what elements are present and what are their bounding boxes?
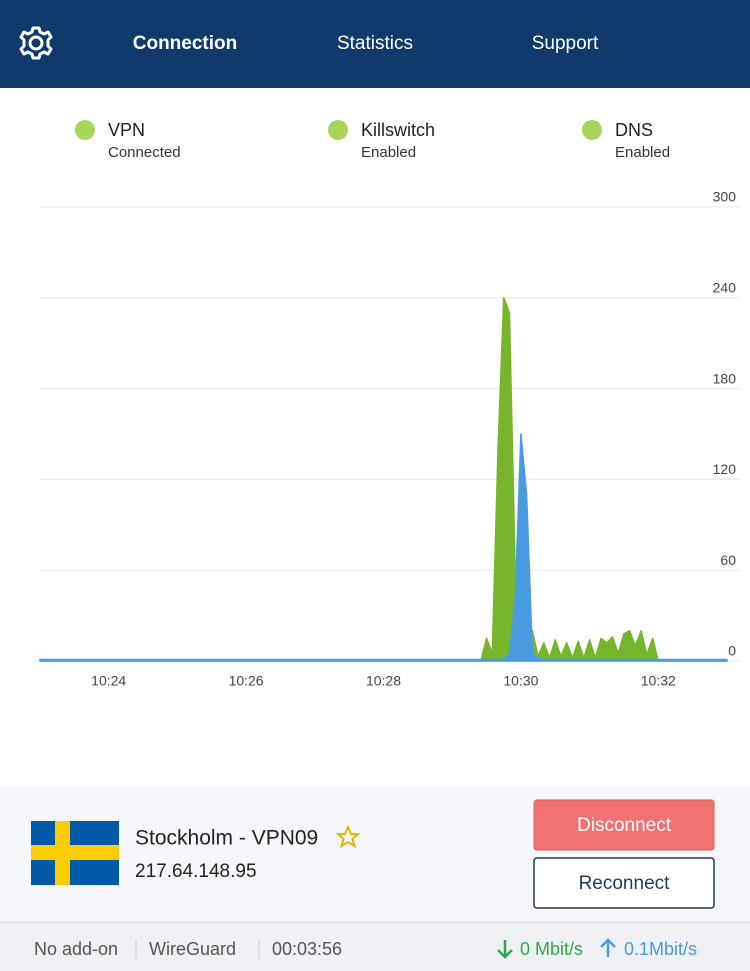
header-bar bbox=[0, 0, 750, 88]
status-label: DNS bbox=[615, 120, 653, 140]
x-tick-label: 10:26 bbox=[229, 673, 264, 689]
status-state: Enabled bbox=[361, 144, 416, 161]
disconnect-button[interactable] bbox=[533, 799, 715, 851]
server-name: Stockholm - VPN09 bbox=[135, 827, 318, 850]
reconnect-button[interactable] bbox=[533, 857, 715, 909]
status-state: Enabled bbox=[615, 144, 670, 161]
footer-item: 00:03:56 bbox=[272, 939, 342, 959]
status-row: VPN Connected Killswitch Enabled DNS Enabled bbox=[75, 120, 670, 161]
upload-arrow bbox=[600, 938, 616, 957]
series-area bbox=[39, 433, 728, 662]
y-tick-label: 120 bbox=[713, 461, 737, 477]
footer-item: No add-on bbox=[34, 939, 118, 959]
disconnect-label[interactable]: Disconnect bbox=[577, 815, 672, 836]
favorite-star[interactable] bbox=[335, 824, 361, 849]
y-tick-label: 180 bbox=[713, 370, 737, 386]
y-tick-label: 240 bbox=[713, 280, 737, 296]
footer-item: WireGuard bbox=[149, 939, 236, 959]
settings-icon[interactable] bbox=[19, 26, 53, 60]
reconnect-label[interactable]: Reconnect bbox=[579, 873, 671, 894]
y-tick-label: 300 bbox=[713, 189, 737, 205]
y-tick-label: 0 bbox=[728, 643, 736, 659]
x-tick-label: 10:28 bbox=[366, 673, 401, 689]
status-dot bbox=[75, 120, 95, 140]
tab[interactable]: Support bbox=[532, 33, 599, 54]
status-state: Connected bbox=[108, 144, 181, 161]
server-ip: 217.64.148.95 bbox=[135, 861, 257, 882]
status-label: Killswitch bbox=[361, 120, 435, 140]
download-arrow bbox=[497, 940, 513, 959]
upload-speed: 0.1Mbit/s bbox=[624, 939, 697, 959]
status-dot bbox=[582, 120, 602, 140]
status-label: VPN bbox=[108, 120, 145, 140]
x-tick-label: 10:24 bbox=[91, 673, 126, 689]
tab[interactable]: Connection bbox=[133, 33, 238, 54]
tab[interactable]: Statistics bbox=[337, 33, 413, 54]
y-tick-label: 60 bbox=[720, 552, 736, 568]
x-tick-label: 10:30 bbox=[503, 673, 538, 689]
status-dot bbox=[328, 120, 348, 140]
footer-bar bbox=[0, 922, 750, 971]
download-speed: 0 Mbit/s bbox=[520, 939, 583, 959]
chart: 0 60 120 180 240 300 10:24 10:26 10:28 10:30 10:32 bbox=[39, 189, 740, 689]
x-tick-label: 10:32 bbox=[641, 673, 676, 689]
flag bbox=[31, 821, 119, 885]
